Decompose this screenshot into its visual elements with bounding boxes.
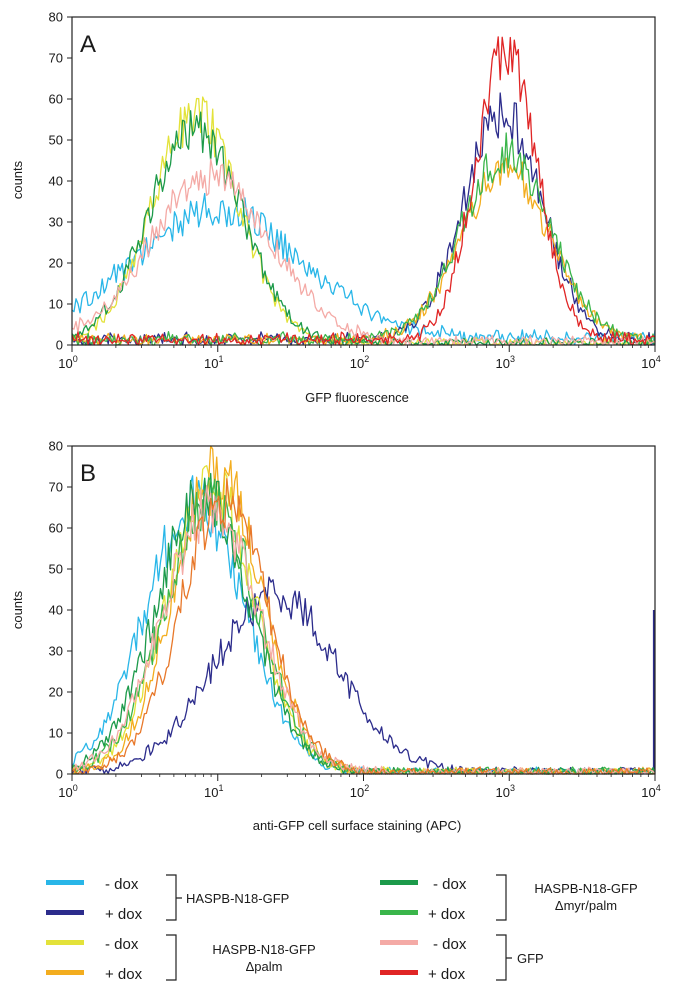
panel-a-ytick-label: 10 bbox=[49, 297, 63, 312]
legend-bracket-myrpalm bbox=[496, 874, 507, 921]
panel-b-series-haspb-n18-gfp-myr-palm-dox bbox=[71, 477, 656, 775]
panel-a-series-haspb-n18-gfp-myr-palm-dox bbox=[71, 110, 656, 346]
panel-b-xtick-label: 101 bbox=[204, 783, 223, 800]
panel-b-series-gfp-dox bbox=[71, 485, 656, 775]
panel-a-series-gfp-dox bbox=[71, 158, 656, 346]
legend-bracket-haspb bbox=[166, 874, 182, 921]
panel-a-series bbox=[71, 36, 656, 346]
panel-a-xaxis: 100 101 102 103 104 bbox=[58, 345, 661, 371]
panel-a-series-haspb-n18-gfp-dox bbox=[71, 192, 656, 346]
panel-a-ytick-label: 50 bbox=[49, 133, 63, 148]
panel-b-xaxis: 100 101 102 103 104 bbox=[58, 774, 661, 800]
legend-group-palm: HASPB-N18-GFP bbox=[212, 942, 315, 957]
panel-a-xtick-label: 101 bbox=[204, 354, 223, 371]
panel-b-xtick-label: 100 bbox=[58, 783, 77, 800]
panel-b-ytick-label: 70 bbox=[49, 480, 63, 495]
panel-a-ytick-label: 60 bbox=[49, 92, 63, 107]
legend-label-palm-plus: + dox bbox=[105, 966, 143, 983]
legend-group-palm-sub: Δpalm bbox=[246, 959, 283, 974]
panel-b-ytick-label: 20 bbox=[49, 685, 63, 700]
legend-label-haspb-plus: + dox bbox=[105, 906, 143, 923]
panel-a-series-gfp-dox bbox=[71, 36, 656, 346]
legend-swatch-haspb-minus bbox=[46, 880, 84, 885]
panel-b-yaxis: 0 10 20 30 40 50 60 70 80 bbox=[49, 439, 72, 782]
panel-a-ylabel: counts bbox=[10, 160, 25, 199]
legend: - dox + dox HASPB-N18-GFP - dox + dox HA… bbox=[46, 874, 638, 983]
panel-a-xtick-label: 102 bbox=[350, 354, 369, 371]
legend-swatch-haspb-plus bbox=[46, 910, 84, 915]
panel-a-letter: A bbox=[80, 31, 96, 58]
panel-a-ytick-label: 30 bbox=[49, 215, 63, 230]
legend-label-myrpalm-plus: + dox bbox=[428, 906, 466, 923]
panel-a-series-haspb-n18-gfp-myr-palm-dox bbox=[71, 132, 656, 346]
legend-swatch-myrpalm-plus bbox=[380, 910, 418, 915]
panel-b-xtick-label: 103 bbox=[496, 783, 515, 800]
legend-group-myrpalm: HASPB-N18-GFP bbox=[534, 881, 637, 896]
panel-b-ytick-label: 50 bbox=[49, 562, 63, 577]
legend-group-gfp: GFP bbox=[517, 951, 544, 966]
legend-swatch-palm-plus bbox=[46, 970, 84, 975]
legend-label-myrpalm-minus: - dox bbox=[433, 876, 467, 893]
panel-a-xtick-label: 103 bbox=[496, 354, 515, 371]
panel-b-frame bbox=[71, 445, 656, 775]
legend-group-myrpalm-sub: Δmyr/palm bbox=[555, 898, 617, 913]
panel-b-ytick-label: 60 bbox=[49, 521, 63, 536]
panel-b-series bbox=[71, 445, 656, 775]
panel-a-ytick-label: 20 bbox=[49, 256, 63, 271]
panel-b-xtick-label: 104 bbox=[641, 783, 660, 800]
legend-label-gfp-plus: + dox bbox=[428, 966, 466, 983]
legend-swatch-gfp-minus bbox=[380, 940, 418, 945]
legend-swatch-palm-minus bbox=[46, 940, 84, 945]
panel-b-series-haspb-n18-gfp-palm-dox bbox=[71, 445, 656, 775]
legend-swatch-gfp-plus bbox=[380, 970, 418, 975]
panel-a-ytick-label: 80 bbox=[49, 10, 63, 25]
panel-a-ytick-label: 0 bbox=[56, 338, 63, 353]
panel-b-ytick-label: 40 bbox=[49, 603, 63, 618]
panel-a-xtick-label: 104 bbox=[641, 354, 660, 371]
legend-bracket-gfp bbox=[496, 934, 512, 981]
panel-a-xtick-label: 100 bbox=[58, 354, 77, 371]
panel-b-ytick-label: 10 bbox=[49, 726, 63, 741]
panel-b-ytick-label: 80 bbox=[49, 439, 63, 454]
panel-a-xlabel: GFP fluorescence bbox=[305, 390, 409, 405]
panel-a-ytick-label: 40 bbox=[49, 174, 63, 189]
panel-a-yaxis: 0 10 20 30 40 50 60 70 80 bbox=[49, 10, 72, 353]
legend-group-haspb: HASPB-N18-GFP bbox=[186, 891, 289, 906]
panel-b-xtick-label: 102 bbox=[350, 783, 369, 800]
legend-label-palm-minus: - dox bbox=[105, 936, 139, 953]
legend-swatch-myrpalm-minus bbox=[380, 880, 418, 885]
panel-b-series-gfp-dox bbox=[71, 478, 656, 775]
legend-label-haspb-minus: - dox bbox=[105, 876, 139, 893]
legend-label-gfp-minus: - dox bbox=[433, 936, 467, 953]
panel-b-ytick-label: 0 bbox=[56, 767, 63, 782]
legend-bracket-palm bbox=[166, 934, 177, 981]
panel-b-xlabel: anti-GFP cell surface staining (APC) bbox=[253, 818, 462, 833]
panel-b-letter: B bbox=[80, 460, 96, 487]
panel-a-ytick-label: 70 bbox=[49, 51, 63, 66]
panel-b-ytick-label: 30 bbox=[49, 644, 63, 659]
panel-b-ylabel: counts bbox=[10, 590, 25, 629]
